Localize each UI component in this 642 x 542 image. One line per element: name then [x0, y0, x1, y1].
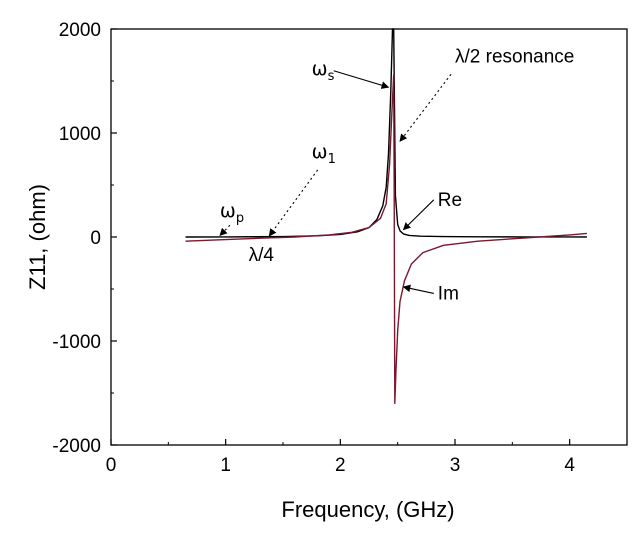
ticks-layer: 0 1 2 3 4 -2000 -1000 0 1000 2000 — [52, 20, 575, 476]
annotation-arrow — [399, 73, 452, 142]
y-tick-label: 2000 — [59, 20, 101, 41]
x-axis-title: Frequency, (GHz) — [281, 497, 454, 522]
x-tick-label: 1 — [220, 455, 231, 476]
annotation: Re — [402, 190, 462, 231]
annotation-arrow — [402, 284, 434, 294]
annotation-arrow — [333, 70, 390, 89]
annotation: ωs — [312, 58, 390, 89]
y-axis-title: Z11, (ohm) — [25, 184, 50, 290]
annotation: λ/4 — [249, 245, 275, 266]
annotation-subscript: p — [236, 211, 244, 226]
annotation-label: ωp — [220, 200, 244, 226]
series-layer — [185, 28, 587, 405]
annotation-label: λ/2 resonance — [455, 46, 574, 67]
annotations-layer: ωp ω1 ωs λ/2 resonance Re Im λ/4 — [219, 46, 574, 304]
y-tick-label: 1000 — [59, 124, 101, 145]
annotation-label: λ/4 — [249, 245, 275, 266]
annotation-arrow — [268, 169, 319, 237]
annotation: ωp — [219, 200, 244, 236]
annotation-subscript: s — [328, 69, 335, 84]
annotation-label: Im — [438, 283, 459, 304]
annotation-arrow — [402, 199, 435, 231]
annotation-label: ωs — [312, 58, 335, 84]
annotation: λ/2 resonance — [399, 46, 574, 142]
y-tick-label: -1000 — [52, 332, 101, 353]
annotation: Im — [402, 283, 459, 304]
y-tick-label: -2000 — [52, 436, 101, 457]
x-tick-label: 3 — [450, 455, 461, 476]
annotation-arrow — [219, 224, 231, 236]
annotation: ω1 — [268, 141, 336, 237]
x-tick-label: 0 — [106, 455, 117, 476]
annotation-subscript: 1 — [328, 152, 336, 167]
x-tick-label: 2 — [335, 455, 346, 476]
series-re-line — [185, 28, 587, 238]
y-tick-label: 0 — [90, 228, 101, 249]
x-tick-label: 4 — [564, 455, 575, 476]
series-im-line — [185, 74, 587, 405]
annotation-label: ω1 — [312, 141, 336, 167]
annotation-label: Re — [438, 190, 462, 211]
